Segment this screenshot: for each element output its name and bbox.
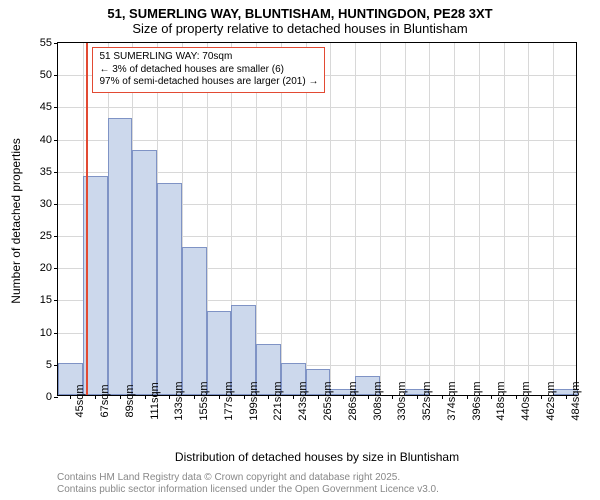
y-tick-mark <box>54 268 58 269</box>
y-tick-label: 45 <box>40 101 52 113</box>
y-tick-mark <box>54 204 58 205</box>
grid-vertical <box>306 43 307 395</box>
x-tick-mark <box>368 395 369 399</box>
x-tick-label: 89sqm <box>124 384 136 417</box>
y-tick-mark <box>54 397 58 398</box>
x-tick-mark <box>491 395 492 399</box>
annotation-box: 51 SUMERLING WAY: 70sqm← 3% of detached … <box>92 47 325 93</box>
y-tick-label: 20 <box>40 262 52 274</box>
grid-vertical <box>553 43 554 395</box>
annotation-line: 97% of semi-detached houses are larger (… <box>99 76 318 89</box>
reference-line <box>86 43 88 395</box>
x-tick-mark <box>169 395 170 399</box>
grid-vertical <box>405 43 406 395</box>
x-tick-mark <box>516 395 517 399</box>
histogram-bar <box>132 150 157 395</box>
grid-horizontal <box>58 107 576 108</box>
x-tick-label: 265sqm <box>322 381 334 420</box>
x-tick-label: 177sqm <box>223 381 235 420</box>
x-tick-label: 243sqm <box>297 381 309 420</box>
grid-vertical <box>504 43 505 395</box>
histogram-bar <box>157 183 182 395</box>
x-tick-mark <box>244 395 245 399</box>
y-tick-label: 10 <box>40 327 52 339</box>
x-tick-label: 45sqm <box>74 384 86 417</box>
grid-vertical <box>380 43 381 395</box>
grid-vertical <box>330 43 331 395</box>
y-tick-mark <box>54 333 58 334</box>
grid-horizontal <box>58 140 576 141</box>
x-tick-label: 352sqm <box>421 381 433 420</box>
x-tick-mark <box>219 395 220 399</box>
x-tick-mark <box>566 395 567 399</box>
x-tick-mark <box>442 395 443 399</box>
chart-container: 51, SUMERLING WAY, BLUNTISHAM, HUNTINGDO… <box>0 0 600 500</box>
y-tick-label: 55 <box>40 37 52 49</box>
x-tick-label: 418sqm <box>495 381 507 420</box>
y-axis-label: Number of detached properties <box>9 131 23 311</box>
x-tick-mark <box>293 395 294 399</box>
y-tick-mark <box>54 300 58 301</box>
y-tick-mark <box>54 75 58 76</box>
x-tick-mark <box>392 395 393 399</box>
grid-vertical <box>454 43 455 395</box>
x-tick-mark <box>343 395 344 399</box>
x-tick-label: 374sqm <box>446 381 458 420</box>
x-tick-label: 308sqm <box>372 381 384 420</box>
histogram-bar <box>108 118 133 395</box>
x-tick-mark <box>268 395 269 399</box>
y-tick-mark <box>54 172 58 173</box>
y-tick-mark <box>54 107 58 108</box>
y-tick-mark <box>54 236 58 237</box>
annotation-line: 51 SUMERLING WAY: 70sqm <box>99 51 318 64</box>
annotation-line: ← 3% of detached houses are smaller (6) <box>99 64 318 77</box>
x-tick-label: 286sqm <box>347 381 359 420</box>
y-tick-label: 50 <box>40 69 52 81</box>
x-tick-label: 221sqm <box>272 381 284 420</box>
x-tick-label: 396sqm <box>471 381 483 420</box>
x-tick-mark <box>318 395 319 399</box>
x-tick-label: 199sqm <box>248 381 260 420</box>
x-tick-mark <box>467 395 468 399</box>
x-tick-label: 155sqm <box>198 381 210 420</box>
grid-vertical <box>281 43 282 395</box>
x-axis-label: Distribution of detached houses by size … <box>57 450 577 464</box>
grid-vertical <box>355 43 356 395</box>
x-tick-mark <box>145 395 146 399</box>
chart-title: 51, SUMERLING WAY, BLUNTISHAM, HUNTINGDO… <box>0 6 600 21</box>
x-tick-label: 67sqm <box>99 384 111 417</box>
x-tick-mark <box>120 395 121 399</box>
y-tick-label: 35 <box>40 166 52 178</box>
x-tick-label: 111sqm <box>149 382 161 420</box>
y-tick-label: 15 <box>40 294 52 306</box>
chart-subtitle: Size of property relative to detached ho… <box>0 21 600 36</box>
x-tick-mark <box>194 395 195 399</box>
x-tick-label: 462sqm <box>545 381 557 420</box>
y-tick-mark <box>54 140 58 141</box>
grid-vertical <box>256 43 257 395</box>
x-tick-mark <box>417 395 418 399</box>
y-tick-label: 5 <box>46 359 52 371</box>
y-tick-mark <box>54 43 58 44</box>
x-tick-mark <box>95 395 96 399</box>
x-tick-mark <box>541 395 542 399</box>
grid-vertical <box>528 43 529 395</box>
x-tick-label: 330sqm <box>396 381 408 420</box>
footer-line-1: Contains HM Land Registry data © Crown c… <box>57 472 400 483</box>
x-tick-label: 484sqm <box>570 381 582 420</box>
grid-vertical <box>429 43 430 395</box>
y-tick-label: 0 <box>46 391 52 403</box>
plot-area: 051015202530354045505545sqm67sqm89sqm111… <box>57 42 577 396</box>
footer-line-2: Contains public sector information licen… <box>57 484 439 495</box>
x-tick-label: 133sqm <box>173 381 185 420</box>
x-tick-label: 440sqm <box>520 381 532 420</box>
y-tick-label: 25 <box>40 230 52 242</box>
y-tick-label: 40 <box>40 134 52 146</box>
x-tick-mark <box>70 395 71 399</box>
grid-vertical <box>479 43 480 395</box>
y-tick-label: 30 <box>40 198 52 210</box>
histogram-bar <box>182 247 207 395</box>
